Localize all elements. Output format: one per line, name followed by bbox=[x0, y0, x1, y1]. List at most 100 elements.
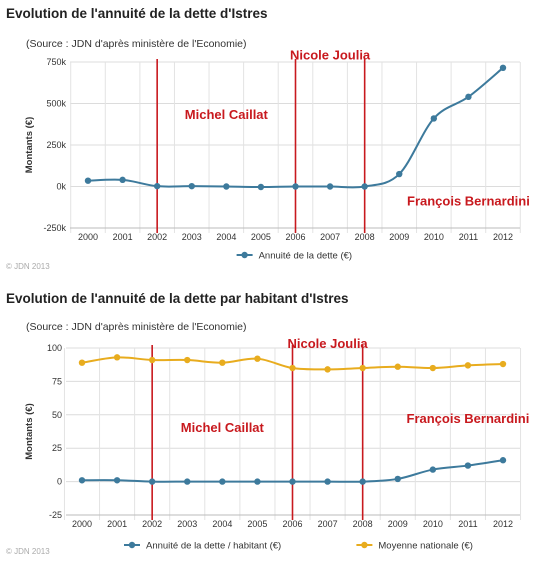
x-tick-label: 2000 bbox=[72, 519, 92, 529]
x-tick-label: 2007 bbox=[318, 519, 338, 529]
data-point-2003 bbox=[188, 182, 195, 190]
x-tick-label: 2006 bbox=[282, 519, 302, 529]
x-tick-label: 2004 bbox=[212, 519, 232, 529]
data-point-2008 bbox=[359, 478, 366, 485]
x-tick-label: 2003 bbox=[177, 519, 197, 529]
data-point-2001 bbox=[119, 176, 126, 184]
x-tick-label: 2012 bbox=[493, 232, 513, 242]
y-tick-label: 50 bbox=[52, 410, 62, 420]
data-point-2002 bbox=[148, 478, 156, 485]
data-point-2011 bbox=[464, 462, 472, 469]
data-point-2001 bbox=[113, 354, 121, 361]
data-point-2009 bbox=[396, 170, 403, 178]
data-point-2010 bbox=[429, 466, 437, 473]
legend-label: Moyenne nationale (€) bbox=[378, 541, 473, 552]
data-point-2005 bbox=[254, 355, 261, 362]
y-tick-label: 0k bbox=[56, 182, 66, 192]
data-point-2012 bbox=[499, 457, 507, 464]
x-tick-label: 2005 bbox=[247, 519, 267, 529]
x-tick-label: 2001 bbox=[107, 519, 127, 529]
line-chart-annuite: -250k 0k 250k 500k 750k 2000 2001 2002 2003 2004 2… bbox=[24, 47, 530, 262]
data-point-2012 bbox=[499, 64, 507, 72]
data-point-2004 bbox=[219, 359, 226, 366]
x-tick-label: 2000 bbox=[78, 232, 98, 242]
data-point-2007 bbox=[324, 478, 331, 485]
data-point-2004 bbox=[219, 478, 226, 485]
x-tick-label: 2012 bbox=[493, 519, 513, 529]
legend-swatch-marker bbox=[361, 541, 368, 549]
data-point-2001 bbox=[113, 477, 121, 484]
x-tick-label: 2011 bbox=[458, 519, 477, 529]
x-tick-label: 2002 bbox=[142, 519, 162, 529]
line-chart-annuite-par-habitant: -25 0 25 50 75 100 2000 2001 2002 2003 2004 2005 200… bbox=[24, 336, 530, 552]
data-point-2002 bbox=[153, 182, 161, 190]
x-tick-label: 2009 bbox=[388, 519, 408, 529]
x-tick-label: 2003 bbox=[182, 232, 202, 242]
y-tick-label: 250k bbox=[46, 140, 66, 150]
mandate-annotation: Michel Caillat bbox=[181, 420, 265, 435]
chart-panel-annuite: Evolution de l'annuité de la dette d'Ist… bbox=[0, 0, 551, 283]
data-point-2003 bbox=[184, 478, 191, 485]
y-tick-label: 100 bbox=[47, 343, 62, 353]
x-tick-label: 2008 bbox=[353, 519, 373, 529]
chart-title: Evolution de l'annuité de la dette d'Ist… bbox=[6, 6, 268, 21]
y-tick-label: 25 bbox=[52, 443, 62, 453]
x-tick-label: 2009 bbox=[389, 232, 409, 242]
data-point-2008 bbox=[361, 183, 368, 190]
mandate-annotation: Nicole Joulia bbox=[287, 336, 368, 351]
x-tick-label: 2010 bbox=[423, 519, 443, 529]
y-tick-label: 500k bbox=[46, 99, 66, 109]
legend-label: Annuité de la dette (€) bbox=[259, 251, 352, 262]
legend-swatch-marker bbox=[128, 541, 136, 549]
data-point-2000 bbox=[78, 359, 86, 366]
y-tick-label: 75 bbox=[52, 376, 62, 386]
x-tick-label: 2002 bbox=[147, 232, 167, 242]
y-tick-label: 0 bbox=[57, 477, 62, 487]
data-point-2010 bbox=[430, 115, 438, 122]
legend-swatch-marker bbox=[241, 251, 248, 259]
data-point-2006 bbox=[292, 183, 299, 190]
mandate-annotation: François Bernardini bbox=[407, 411, 530, 426]
data-point-2002 bbox=[148, 356, 156, 364]
data-point-2005 bbox=[257, 183, 265, 191]
y-axis-label: Montants (€) bbox=[24, 403, 35, 459]
data-point-2006 bbox=[289, 478, 296, 485]
chart-source: (Source : JDN d'après ministère de l'Eco… bbox=[26, 321, 247, 333]
mandate-annotation: Nicole Joulia bbox=[290, 47, 371, 62]
data-point-2004 bbox=[223, 183, 230, 190]
copyright-label: © JDN 2013 bbox=[6, 262, 50, 271]
data-point-2011 bbox=[465, 93, 472, 101]
mandate-annotation: François Bernardini bbox=[407, 193, 530, 208]
chart-source: (Source : JDN d'après ministère de l'Eco… bbox=[26, 38, 247, 50]
data-point-2012 bbox=[499, 360, 507, 368]
y-axis-label: Montants (€) bbox=[24, 117, 35, 173]
x-tick-label: 2011 bbox=[459, 232, 478, 242]
legend-label: Annuité de la dette / habitant (€) bbox=[146, 541, 281, 552]
data-point-2009 bbox=[394, 363, 401, 370]
y-tick-label: -25 bbox=[49, 510, 62, 520]
mandate-annotation: Michel Caillat bbox=[185, 107, 269, 122]
x-tick-label: 2010 bbox=[424, 232, 444, 242]
data-point-2007 bbox=[324, 366, 331, 373]
data-point-2010 bbox=[429, 364, 437, 372]
x-tick-label: 2005 bbox=[251, 232, 271, 242]
chart-title: Evolution de l'annuité de la dette par h… bbox=[6, 291, 349, 306]
x-tick-label: 2008 bbox=[355, 232, 375, 242]
data-point-2005 bbox=[254, 478, 261, 485]
x-tick-label: 2006 bbox=[285, 232, 305, 242]
y-tick-label: 750k bbox=[46, 57, 66, 67]
data-point-2007 bbox=[326, 183, 334, 190]
data-point-2003 bbox=[184, 356, 191, 364]
data-point-2006 bbox=[289, 364, 296, 372]
y-tick-label: -250k bbox=[43, 223, 66, 233]
chart-panel-annuite-par-habitant: Evolution de l'annuité de la dette par h… bbox=[0, 283, 551, 567]
x-tick-label: 2007 bbox=[320, 232, 340, 242]
copyright-label: © JDN 2013 bbox=[6, 547, 50, 556]
data-point-2000 bbox=[84, 177, 92, 184]
data-point-2008 bbox=[359, 364, 366, 372]
x-tick-label: 2001 bbox=[113, 232, 133, 242]
data-point-2000 bbox=[78, 477, 86, 484]
x-tick-label: 2004 bbox=[216, 232, 236, 242]
data-point-2009 bbox=[394, 475, 401, 483]
data-point-2011 bbox=[464, 362, 472, 369]
